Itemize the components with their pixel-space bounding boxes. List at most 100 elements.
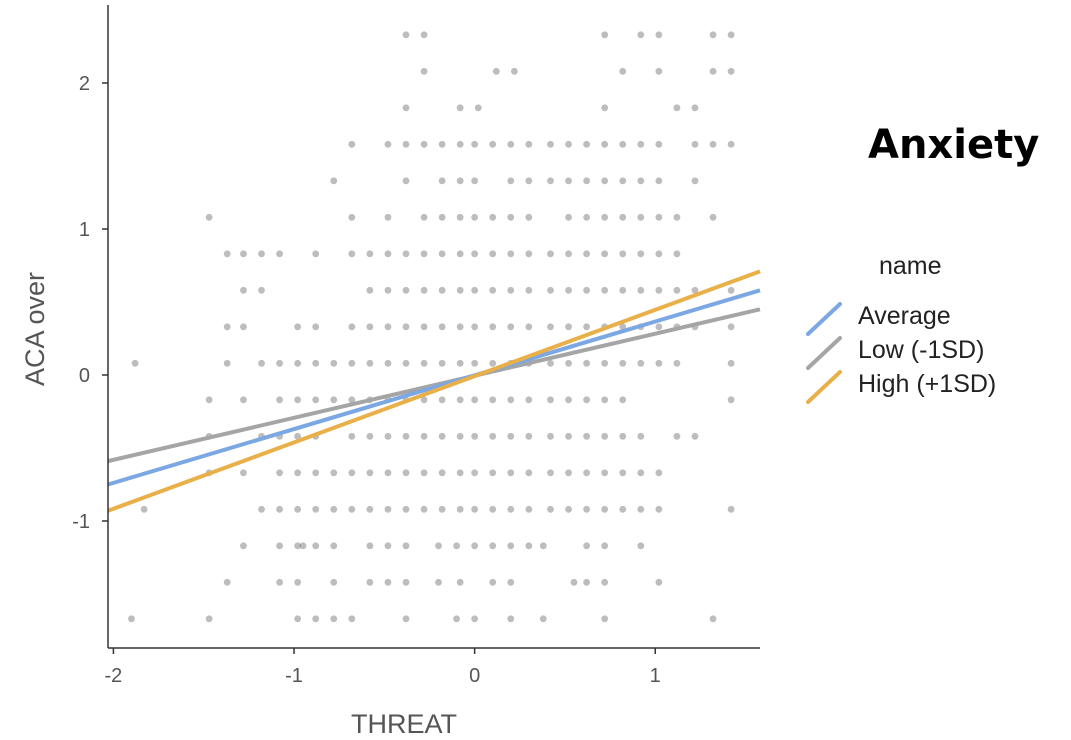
data-point bbox=[637, 140, 645, 148]
data-point bbox=[583, 578, 591, 586]
data-point bbox=[456, 104, 464, 112]
data-point bbox=[402, 177, 410, 185]
data-point bbox=[601, 615, 609, 623]
data-point bbox=[366, 323, 374, 331]
data-point bbox=[583, 323, 591, 331]
data-point bbox=[673, 286, 681, 294]
data-point bbox=[402, 286, 410, 294]
data-point bbox=[655, 250, 663, 258]
data-point bbox=[583, 505, 591, 513]
data-point bbox=[438, 432, 446, 440]
legend-item-high: High (+1SD) bbox=[806, 368, 1066, 404]
data-point bbox=[547, 359, 554, 367]
data-point bbox=[402, 250, 410, 258]
data-point bbox=[294, 396, 302, 404]
data-point bbox=[727, 505, 735, 513]
data-point bbox=[420, 213, 428, 221]
data-point bbox=[673, 432, 681, 440]
data-point bbox=[471, 542, 479, 550]
data-point bbox=[655, 286, 663, 294]
data-point bbox=[601, 505, 609, 513]
data-point bbox=[655, 359, 663, 367]
data-point bbox=[223, 359, 231, 367]
data-point bbox=[438, 396, 446, 404]
data-point bbox=[570, 578, 578, 586]
data-point bbox=[471, 140, 479, 148]
x-tick-label: -2 bbox=[105, 665, 123, 687]
data-point bbox=[619, 432, 627, 440]
data-point bbox=[456, 213, 464, 221]
data-point bbox=[709, 615, 717, 623]
data-point bbox=[294, 615, 302, 623]
data-point bbox=[727, 396, 735, 404]
data-point bbox=[583, 140, 591, 148]
data-point bbox=[384, 432, 392, 440]
data-point bbox=[366, 542, 374, 550]
data-point bbox=[294, 359, 302, 367]
data-point bbox=[205, 396, 213, 404]
data-point bbox=[507, 615, 515, 623]
data-point bbox=[583, 250, 591, 258]
data-point bbox=[456, 140, 464, 148]
data-point bbox=[691, 286, 699, 294]
data-point bbox=[384, 505, 392, 513]
data-point bbox=[140, 505, 148, 513]
anxiety-title: Anxiety bbox=[868, 122, 1040, 168]
data-point bbox=[525, 140, 533, 148]
data-point bbox=[547, 286, 554, 294]
data-point bbox=[507, 396, 515, 404]
data-point bbox=[384, 250, 392, 258]
data-point bbox=[565, 286, 572, 294]
data-point bbox=[420, 396, 428, 404]
data-point bbox=[547, 396, 554, 404]
legend-key-high bbox=[806, 370, 842, 404]
data-point bbox=[402, 359, 410, 367]
data-point bbox=[456, 286, 464, 294]
data-point bbox=[348, 469, 356, 477]
data-point bbox=[510, 67, 518, 75]
data-point bbox=[330, 359, 338, 367]
data-point bbox=[601, 140, 609, 148]
data-point bbox=[240, 396, 247, 404]
data-point bbox=[366, 286, 374, 294]
data-point bbox=[727, 359, 735, 367]
data-point bbox=[655, 323, 663, 331]
data-point bbox=[330, 396, 338, 404]
data-point bbox=[489, 542, 497, 550]
legend-item-average: Average bbox=[806, 300, 1066, 336]
data-point bbox=[471, 615, 479, 623]
legend-label-low: Low (-1SD) bbox=[858, 336, 985, 364]
data-point bbox=[547, 432, 554, 440]
data-point bbox=[489, 505, 497, 513]
data-point bbox=[438, 469, 446, 477]
data-point bbox=[456, 359, 464, 367]
data-point bbox=[420, 432, 428, 440]
data-point bbox=[583, 396, 591, 404]
data-point bbox=[258, 286, 265, 294]
data-point bbox=[348, 250, 356, 258]
data-point bbox=[489, 396, 497, 404]
data-point bbox=[240, 250, 247, 258]
data-point bbox=[525, 177, 533, 185]
data-point bbox=[601, 286, 609, 294]
data-point bbox=[420, 250, 428, 258]
data-point bbox=[655, 177, 663, 185]
data-point bbox=[131, 359, 139, 367]
data-point bbox=[619, 286, 627, 294]
data-point bbox=[223, 250, 231, 258]
data-point bbox=[525, 469, 533, 477]
data-point bbox=[637, 432, 645, 440]
data-point bbox=[525, 250, 533, 258]
data-point bbox=[402, 615, 410, 623]
data-point bbox=[384, 359, 392, 367]
data-point bbox=[402, 140, 410, 148]
data-point bbox=[601, 31, 609, 39]
data-point bbox=[601, 469, 609, 477]
data-point bbox=[438, 213, 446, 221]
data-point bbox=[583, 213, 591, 221]
data-point bbox=[258, 505, 265, 513]
data-point bbox=[637, 542, 645, 550]
data-point bbox=[294, 469, 302, 477]
data-point bbox=[655, 578, 663, 586]
data-point bbox=[312, 359, 320, 367]
